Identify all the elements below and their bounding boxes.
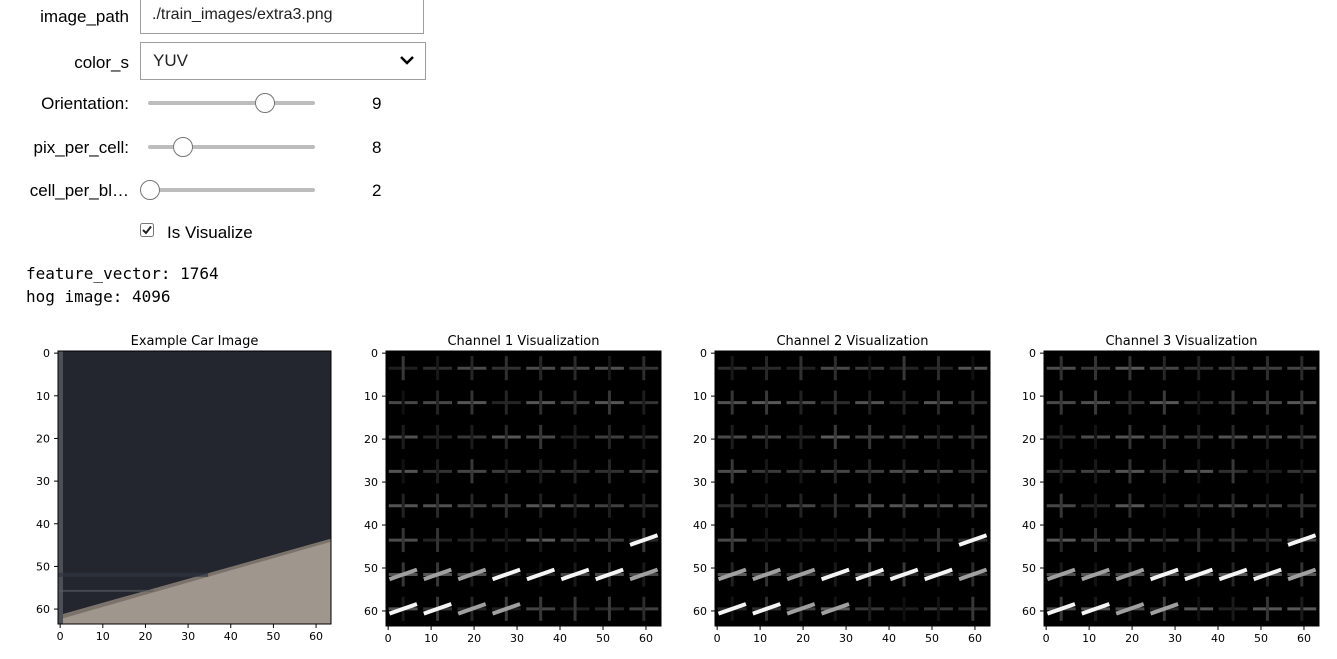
x-tick-label: 50: [596, 632, 610, 645]
x-tick-label: 10: [96, 630, 110, 643]
orientation-value: 9: [372, 94, 381, 114]
subplot-title: Channel 3 Visualization: [1105, 334, 1257, 349]
x-tick-label: 60: [309, 630, 323, 643]
is-visualize-label: Is Visualize: [167, 223, 253, 243]
chevron-down-icon: [399, 54, 415, 66]
x-tick-label: 10: [424, 632, 438, 645]
subplot-3: Channel 2 Visualization 0 10 20 30 40 50 60 0 10 2…: [693, 334, 990, 645]
x-tick-label: 50: [1254, 632, 1268, 645]
y-tick-label: 10: [36, 390, 50, 403]
hog-background: [715, 351, 990, 626]
hog-background: [1044, 351, 1319, 626]
y-tick-label: 50: [364, 562, 378, 575]
y-tick-label: 0: [700, 347, 707, 360]
color-space-select[interactable]: YUV: [140, 42, 426, 80]
orientation-label: Orientation:: [0, 94, 129, 114]
cell-per-block-label: cell_per_bl…: [0, 181, 129, 201]
y-tick-label: 20: [364, 433, 378, 446]
y-tick-label: 60: [1022, 605, 1036, 618]
subplot-title: Example Car Image: [131, 334, 259, 349]
y-tick-label: 10: [364, 390, 378, 403]
output-feature-vector: feature_vector: 1764: [26, 264, 219, 283]
reflection-band: [58, 590, 154, 592]
orientation-slider-thumb[interactable]: [255, 93, 275, 113]
y-tick-label: 20: [36, 432, 50, 445]
hog-background: [386, 351, 661, 626]
y-tick-label: 30: [693, 476, 707, 489]
y-tick-label: 40: [36, 518, 50, 531]
x-tick-label: 60: [1297, 632, 1311, 645]
x-tick-label: 30: [839, 632, 853, 645]
x-tick-label: 50: [925, 632, 939, 645]
cell-per-block-slider-track[interactable]: [148, 188, 315, 192]
subplot-4: Channel 3 Visualization 0 10 20 30 40 50 60 0 10 2…: [1022, 334, 1319, 645]
y-tick-label: 40: [364, 519, 378, 532]
y-tick-label: 0: [43, 347, 50, 360]
y-tick-label: 30: [364, 476, 378, 489]
image-path-label: image_path: [0, 7, 129, 27]
x-tick-label: 30: [510, 632, 524, 645]
pix-per-cell-slider-thumb[interactable]: [173, 137, 193, 157]
cell-per-block-slider-thumb[interactable]: [140, 180, 160, 200]
x-tick-label: 0: [385, 632, 392, 645]
x-tick-label: 10: [753, 632, 767, 645]
x-tick-label: 40: [224, 630, 238, 643]
x-tick-label: 10: [1082, 632, 1096, 645]
x-tick-label: 20: [1125, 632, 1139, 645]
x-tick-label: 30: [1168, 632, 1182, 645]
orientation-slider-track[interactable]: [148, 101, 315, 105]
y-tick-label: 0: [371, 347, 378, 360]
x-tick-label: 60: [639, 632, 653, 645]
output-hog-image: hog image: 4096: [26, 287, 171, 306]
color-space-value: YUV: [153, 51, 188, 70]
x-tick-label: 20: [796, 632, 810, 645]
y-tick-label: 40: [693, 519, 707, 532]
x-tick-label: 60: [968, 632, 982, 645]
y-tick-label: 20: [693, 433, 707, 446]
x-tick-label: 20: [138, 630, 152, 643]
y-tick-label: 60: [364, 605, 378, 618]
pix-per-cell-label: pix_per_cell:: [0, 138, 129, 158]
is-visualize-checkbox[interactable]: [140, 223, 154, 237]
x-tick-label: 0: [57, 630, 64, 643]
x-tick-label: 40: [553, 632, 567, 645]
y-tick-label: 50: [36, 560, 50, 573]
x-tick-label: 50: [266, 630, 280, 643]
y-tick-label: 30: [36, 475, 50, 488]
cell-per-block-value: 2: [372, 181, 381, 201]
y-tick-label: 60: [693, 605, 707, 618]
y-tick-label: 20: [1022, 433, 1036, 446]
y-tick-label: 50: [693, 562, 707, 575]
y-tick-label: 10: [693, 390, 707, 403]
color-space-label: color_s: [0, 53, 129, 73]
x-tick-label: 30: [181, 630, 195, 643]
x-tick-label: 40: [1211, 632, 1225, 645]
x-tick-label: 0: [714, 632, 721, 645]
x-tick-label: 0: [1043, 632, 1050, 645]
y-tick-label: 40: [1022, 519, 1036, 532]
x-tick-label: 20: [467, 632, 481, 645]
image-path-input[interactable]: ./train_images/extra3.png: [140, 0, 424, 34]
y-tick-label: 30: [1022, 476, 1036, 489]
subplot-2: Channel 1 Visualization 0 10 20 30 40 50 60 0 10 2…: [364, 334, 661, 645]
y-tick-label: 50: [1022, 562, 1036, 575]
subplot-title: Channel 2 Visualization: [776, 334, 928, 349]
pix-per-cell-value: 8: [372, 138, 381, 158]
y-tick-label: 60: [36, 603, 50, 616]
y-tick-label: 10: [1022, 390, 1036, 403]
subplot-title: Channel 1 Visualization: [447, 334, 599, 349]
y-tick-label: 0: [1029, 347, 1036, 360]
car-edge: [58, 351, 63, 624]
reflection-band: [58, 573, 208, 577]
figure: Example Car Image 0 10 20 30 40 50 60 0 10 20 30 40 5…: [0, 319, 1337, 659]
x-tick-label: 40: [882, 632, 896, 645]
subplot-1: Example Car Image 0 10 20 30 40 50 60 0 10 20 30 40 5…: [36, 334, 331, 643]
